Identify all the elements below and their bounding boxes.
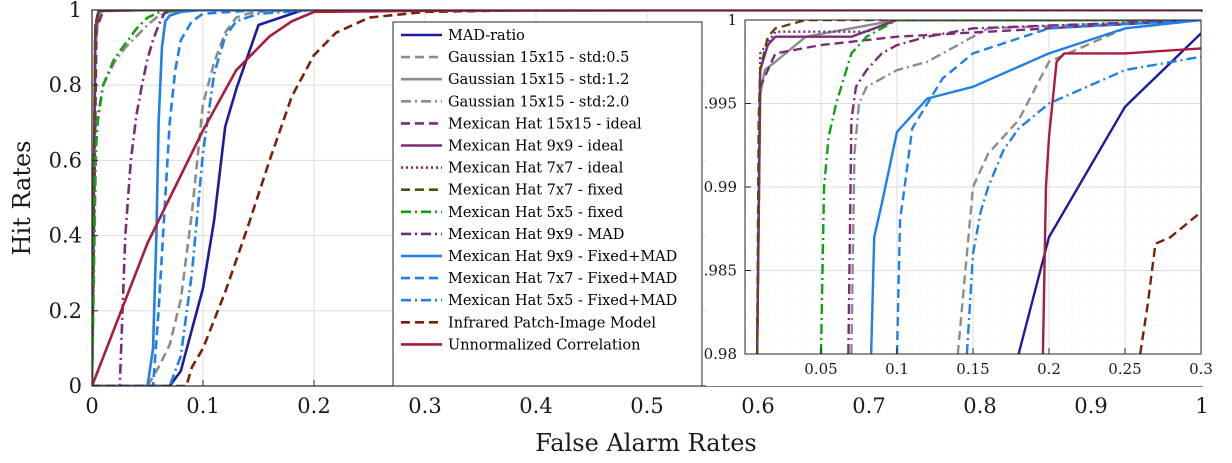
series-line-mexican-hat-5x5-fixed-mad — [965, 55, 1201, 354]
legend-label: Gaussian 15x15 - std:1.2 — [448, 72, 629, 88]
series-line-mexican-hat-7x7-fixed-mad — [92, 10, 1202, 386]
inset-x-tick-label: 0.3 — [1189, 360, 1213, 378]
series-line-mexican-hat-7x7-fixed — [92, 10, 1202, 386]
main-x-tick-label: 0.4 — [519, 394, 552, 418]
inset-x-tick-label: 0.1 — [885, 360, 909, 378]
legend-label: Infrared Patch-Image Model — [448, 315, 656, 331]
main-x-tick-label: 0.8 — [963, 394, 996, 418]
legend-label: Mexican Hat 9x9 - Fixed+MAD — [448, 249, 677, 265]
series-line-mad-ratio — [92, 10, 1202, 386]
series-line-infrared-patch-image-model — [1139, 211, 1201, 354]
inset-y-tick-label: 0.985 — [694, 262, 737, 280]
main-x-tick-label: 1 — [1195, 394, 1208, 418]
legend-label: Mexican Hat 9x9 - ideal — [448, 139, 624, 155]
inset-x-tick-label: 0.05 — [804, 360, 837, 378]
main-x-tick-label: 0.7 — [852, 394, 885, 418]
series-line-mad-ratio — [1017, 32, 1201, 354]
series-line-mexican-hat-7x7-fixed-mad — [895, 20, 1201, 354]
legend-label: Gaussian 15x15 - std:0.5 — [448, 50, 629, 66]
inset-x-tick-label: 0.15 — [956, 360, 989, 378]
inset-y-tick-label: 0.98 — [704, 345, 737, 363]
main-y-tick-label: 0.8 — [49, 73, 82, 97]
inset-y-tick-label: 1 — [727, 11, 737, 29]
main-y-tick-label: 0.4 — [49, 224, 82, 248]
main-x-tick-label: 0.1 — [186, 394, 219, 418]
legend: MAD-ratio Gaussian 15x15 - std:0.5 Gaussia… — [401, 28, 677, 353]
legend-label: Mexican Hat 9x9 - MAD — [448, 227, 624, 243]
series-line-gaussian-15x15-std-2-0 — [850, 20, 1201, 354]
main-y-tick-label: 0.6 — [49, 148, 82, 172]
series-line-mexican-hat-9x9-mad — [92, 10, 1202, 386]
legend-label: MAD-ratio — [448, 28, 525, 44]
main-plot-lines — [92, 10, 1202, 386]
series-line-mexican-hat-9x9-mad — [847, 20, 1201, 354]
legend-label: Mexican Hat 7x7 - Fixed+MAD — [448, 271, 677, 287]
series-line-gaussian-15x15-std-0-5 — [92, 10, 1202, 386]
y-axis-title: Hit Rates — [8, 141, 36, 256]
inset-plot-lines — [755, 20, 1201, 354]
legend-label: Mexican Hat 5x5 - fixed — [448, 205, 623, 221]
main-y-tick-label: 0 — [69, 374, 82, 398]
main-x-tick-label: 0.6 — [741, 394, 774, 418]
main-axis-ticks: 0 0.1 0.2 0.3 0.4 0.5 0.6 0.7 0.8 0.9 1 0 0.2 0.4 0.6 0… — [49, 0, 1209, 418]
main-x-tick-label: 0.5 — [630, 394, 663, 418]
series-line-infrared-patch-image-model — [92, 10, 1202, 386]
series-line-mexican-hat-5x5-fixed — [92, 10, 1202, 386]
main-y-tick-label: 1 — [69, 0, 82, 22]
inset-x-tick-label: 0.25 — [1108, 360, 1141, 378]
main-x-tick-label: 0.3 — [408, 394, 441, 418]
inset-y-tick-label: 0.99 — [704, 178, 737, 196]
series-line-mexican-hat-9x9-fixed-mad — [869, 20, 1201, 354]
main-x-tick-label: 0.9 — [1074, 394, 1107, 418]
legend-label: Mexican Hat 15x15 - ideal — [448, 116, 642, 132]
legend-label: Mexican Hat 5x5 - Fixed+MAD — [448, 293, 677, 309]
series-line-mexican-hat-7x7-ideal — [755, 20, 1201, 354]
main-y-tick-label: 0.2 — [49, 299, 82, 323]
series-line-mexican-hat-9x9-fixed-mad — [92, 10, 1202, 386]
legend-box — [392, 21, 703, 387]
inset-background — [706, 12, 1206, 386]
legend-label: Gaussian 15x15 - std:2.0 — [448, 94, 629, 110]
legend-label: Unnormalized Correlation — [448, 337, 640, 353]
inset-axis-ticks: 0.05 0.1 0.15 0.2 0.25 0.3 0.98 0.985 0.99 0.995 1 — [694, 11, 1213, 378]
main-x-tick-label: 0 — [85, 394, 98, 418]
series-line-unnormalized-correlation — [1041, 47, 1201, 354]
inset-x-tick-label: 0.2 — [1037, 360, 1061, 378]
inset-y-tick-label: 0.995 — [694, 95, 737, 113]
x-axis-title: False Alarm Rates — [535, 429, 756, 457]
legend-label: Mexican Hat 7x7 - fixed — [448, 183, 623, 199]
main-x-tick-label: 0.2 — [297, 394, 330, 418]
legend-label: Mexican Hat 7x7 - ideal — [448, 161, 624, 177]
